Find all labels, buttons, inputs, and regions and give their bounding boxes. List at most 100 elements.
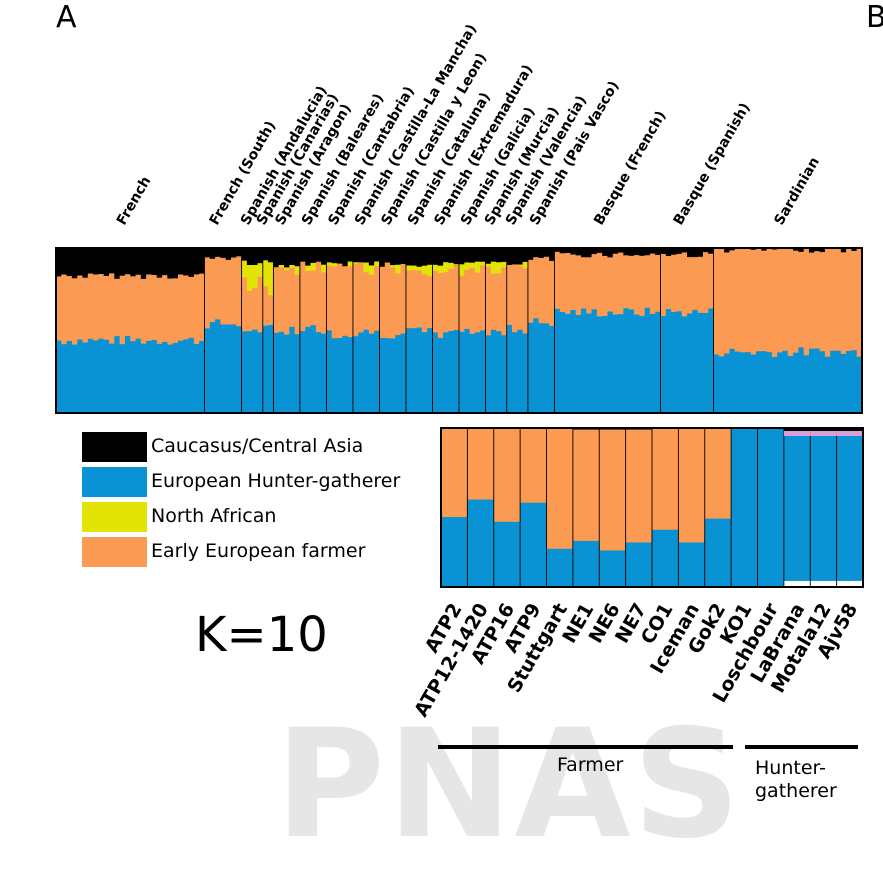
bar-segment-blue — [714, 354, 720, 413]
bar-segment-blue — [740, 352, 746, 413]
bar-segment-orange — [459, 276, 465, 332]
bar-segment-orange — [443, 272, 449, 332]
bar-segment-black — [645, 248, 651, 256]
bar-segment-blue — [220, 325, 226, 414]
bar-segment-blue — [475, 332, 481, 413]
bar-segment-co1 — [652, 428, 678, 530]
bar-segment-yellow — [242, 261, 248, 278]
bar-segment-black — [432, 248, 438, 265]
bar-segment-blue — [226, 325, 232, 414]
bar-segment-blue — [162, 342, 168, 413]
bar-segment-orange — [215, 257, 221, 320]
bar-segment-orange — [809, 253, 815, 349]
bar-segment-orange — [740, 248, 746, 353]
bar-segment-motala12 — [810, 431, 836, 581]
bar-segment-blue — [273, 333, 279, 413]
bar-segment-blue — [814, 349, 820, 414]
bar-segment-black — [576, 248, 582, 256]
bar-segment-black — [83, 248, 89, 278]
bar-segment-black — [136, 248, 142, 275]
bar-segment-black — [157, 248, 163, 278]
population-label: French — [114, 174, 155, 228]
bar-segment-blue — [125, 336, 131, 413]
bar-segment-blue — [77, 340, 83, 414]
group-label-farmer: Farmer — [557, 754, 623, 777]
bar-segment-black — [448, 248, 454, 263]
bar-segment-stuttgart — [547, 549, 573, 587]
bar-segment-blue — [798, 347, 804, 413]
bar-segment-orange — [486, 267, 492, 336]
bar-segment-blue — [300, 331, 306, 413]
bar-segment-yellow — [432, 265, 438, 271]
bar-segment-blue — [507, 325, 513, 413]
bar-segment-blue — [719, 356, 725, 413]
bar-segment-black — [316, 248, 322, 262]
bar-segment-orange — [777, 248, 783, 353]
sample-label: Loschbour — [709, 599, 784, 707]
bar-segment-blue — [173, 343, 179, 413]
bar-segment-blue — [120, 344, 126, 413]
bar-segment-black — [528, 248, 534, 260]
bar-segment-minor — [810, 431, 836, 436]
watermark-text: PNAS — [275, 710, 743, 860]
bar-segment-blue — [777, 352, 783, 413]
bar-segment-orange — [682, 252, 688, 316]
bar-segment-black — [417, 248, 423, 267]
bar-segment-orange — [67, 276, 73, 341]
bar-segment-blue — [316, 332, 322, 413]
bar-segment-atp16 — [494, 428, 520, 522]
bar-segment-orange — [703, 252, 709, 313]
bar-segment-blue — [385, 338, 391, 413]
bar-segment-orange — [767, 248, 773, 352]
bar-segment-blue — [496, 331, 502, 413]
bar-segment-orange — [337, 264, 343, 339]
bar-segment-blue — [390, 338, 396, 413]
bar-segment-black — [173, 248, 179, 279]
bar-segment-blue — [104, 340, 110, 414]
bar-segment-blue — [512, 332, 518, 413]
bar-segment-blue — [491, 330, 497, 414]
legend-swatch-early-farmer — [82, 537, 147, 567]
bar-segment-blue — [846, 351, 852, 413]
bar-segment-yellow — [448, 263, 454, 269]
bar-segment-yellow — [411, 266, 417, 271]
bar-segment-orange — [411, 270, 417, 328]
sample-label: NE6 — [585, 600, 625, 647]
bar-segment-blue — [72, 345, 78, 414]
bar-segment-black — [666, 248, 672, 256]
bar-segment-blue — [629, 309, 635, 413]
bar-segment-orange — [109, 273, 115, 344]
bar-segment-orange — [125, 274, 131, 336]
bar-segment-yellow — [311, 263, 317, 271]
bar-segment-orange — [851, 251, 857, 351]
bar-segment-orange — [326, 266, 332, 331]
bar-segment-orange — [300, 262, 306, 332]
bar-segment-orange — [597, 253, 603, 317]
bar-segment-orange — [841, 252, 847, 354]
bar-segment-orange — [83, 278, 89, 343]
bar-segment-black — [120, 248, 126, 276]
bar-segment-black — [507, 248, 513, 265]
bar-segment-black — [300, 248, 306, 262]
bar-segment-black — [422, 248, 428, 266]
bar-segment-orange — [565, 253, 571, 314]
bar-segment-orange — [645, 255, 651, 308]
bar-segment-blue — [692, 310, 698, 413]
bar-segment-orange — [719, 249, 725, 357]
bar-segment-blue — [204, 328, 210, 413]
bar-segment-orange — [671, 255, 677, 313]
bar-segment-blue — [618, 314, 624, 413]
bar-segment-black — [379, 248, 385, 267]
bar-segment-black — [581, 248, 587, 258]
bar-segment-black — [151, 248, 157, 275]
bar-segment-orange — [491, 274, 497, 330]
bar-segment-yellow — [417, 267, 423, 271]
bar-segment-blue — [570, 310, 576, 413]
bar-segment-orange — [830, 248, 836, 351]
bar-segment-blue — [448, 331, 454, 413]
bar-segment-black — [77, 248, 83, 276]
bar-segment-orange — [178, 274, 184, 341]
bar-segment-orange — [136, 275, 142, 339]
bar-segment-blue — [554, 309, 560, 413]
bar-segment-blue — [729, 349, 735, 413]
